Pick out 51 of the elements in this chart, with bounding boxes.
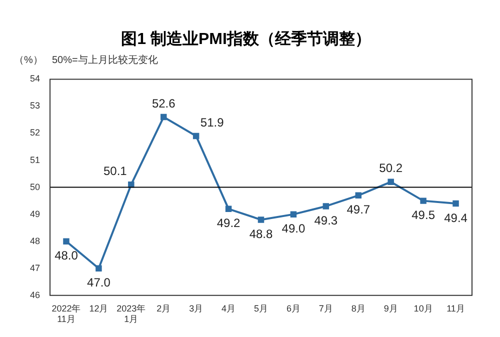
x-tick-label: 2023年 1月 — [116, 303, 146, 324]
data-label: 48.0 — [54, 248, 78, 263]
point — [452, 200, 459, 207]
y-tick-label: 54 — [30, 74, 40, 84]
data-label: 49.0 — [282, 222, 306, 236]
x-tick-label: 2月 — [156, 303, 171, 314]
text: 50%=与上月比较无变化 — [52, 54, 158, 66]
data-label: 52.6 — [152, 96, 176, 110]
y-tick-label: 49 — [30, 208, 40, 219]
y-tick-label: 50 — [30, 182, 40, 192]
point — [420, 198, 426, 204]
y-tick-label: 46 — [30, 290, 40, 300]
x-tick-label: 6月 — [286, 303, 300, 314]
data-label: 47.0 — [87, 276, 111, 290]
x-tick-label: 4月 — [222, 303, 236, 314]
data-label: 51.9 — [200, 115, 224, 130]
y-tick-label: 51 — [30, 154, 40, 165]
point — [96, 265, 102, 272]
data-label: 50.1 — [103, 164, 128, 178]
point — [290, 211, 297, 218]
data-label: 49.7 — [346, 202, 370, 217]
y-tick-label: 53 — [30, 100, 40, 111]
x-tick-label: 7月 — [318, 303, 333, 314]
x-tick-label: 12月 — [89, 303, 108, 314]
x-tick-label: 2022年 11月 — [52, 303, 81, 324]
x-tick-label: 11月 — [446, 303, 465, 314]
y-tick-label: 52 — [30, 128, 40, 138]
point — [258, 216, 264, 223]
point — [388, 178, 394, 186]
point — [322, 203, 330, 210]
x-tick-label: 3月 — [189, 303, 204, 314]
y-axis-title: （%） — [14, 54, 43, 66]
x-tick-label: 10月 — [414, 303, 433, 314]
x-tick-label: 8月 — [351, 303, 366, 314]
data-label: 49.3 — [314, 214, 338, 228]
chart-title: 图1 制造业PMI指数（经季节调整） — [121, 30, 371, 48]
point — [128, 181, 134, 188]
x-tick-label: 9月 — [384, 303, 398, 314]
data-label: 50.2 — [379, 161, 403, 176]
data-label: 49.5 — [412, 208, 436, 222]
y-tick-label: 48 — [30, 236, 40, 246]
point — [63, 238, 70, 244]
data-label: 48.8 — [249, 227, 274, 242]
point — [225, 206, 232, 212]
data-label: 49.2 — [216, 216, 241, 230]
point — [355, 192, 362, 199]
x-tick-label: 5月 — [254, 303, 268, 314]
point — [160, 114, 167, 120]
point — [192, 132, 200, 140]
y-tick-label: 47 — [30, 262, 40, 273]
data-label: 49.4 — [444, 210, 468, 225]
